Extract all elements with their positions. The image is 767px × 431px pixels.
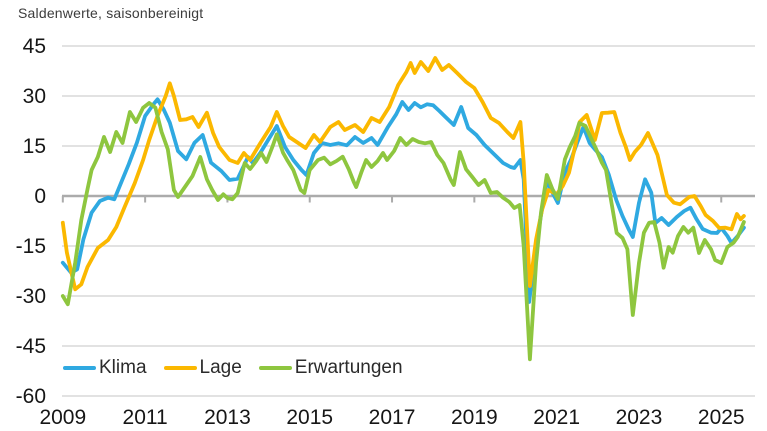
y-axis-label: -30 [16,285,46,308]
x-axis-label: 2015 [286,406,333,429]
legend-item-klima: Klima [63,357,147,379]
series-line-lage [60,56,746,292]
x-axis-label: 2011 [123,406,168,429]
legend-item-erwartungen: Erwartungen [258,357,403,379]
legend-label-lage: Lage [199,357,242,378]
y-axis-label: 0 [34,185,46,208]
chart-legend: Klima Lage Erwartungen [63,356,420,380]
y-axis-label: 45 [23,35,46,58]
y-axis-label: 15 [23,135,46,158]
lage-line-swatch-icon [163,365,197,371]
x-axis-label: 2017 [369,406,416,429]
legend-item-lage: Lage [163,357,242,379]
x-axis-label: 2013 [204,406,251,429]
series-line-erwartungen [60,101,746,362]
x-axis-label: 2019 [451,406,498,429]
erwartungen-line-swatch-icon [258,365,292,371]
y-axis-label: -60 [16,385,46,408]
y-axis-label: 30 [23,85,46,108]
y-axis-label: -45 [16,335,46,358]
legend-label-klima: Klima [99,357,147,378]
x-axis-label: 2023 [616,406,663,429]
x-axis-label: 2009 [39,406,86,429]
x-axis-label: 2025 [698,406,745,429]
klima-line-swatch-icon [63,365,96,371]
x-axis-label: 2021 [533,406,580,429]
chart-title: Saldenwerte, saisonbereinigt [18,5,204,21]
series-line-klima [60,97,746,304]
legend-label-erwartungen: Erwartungen [294,357,403,378]
y-axis-label: -15 [16,235,46,258]
